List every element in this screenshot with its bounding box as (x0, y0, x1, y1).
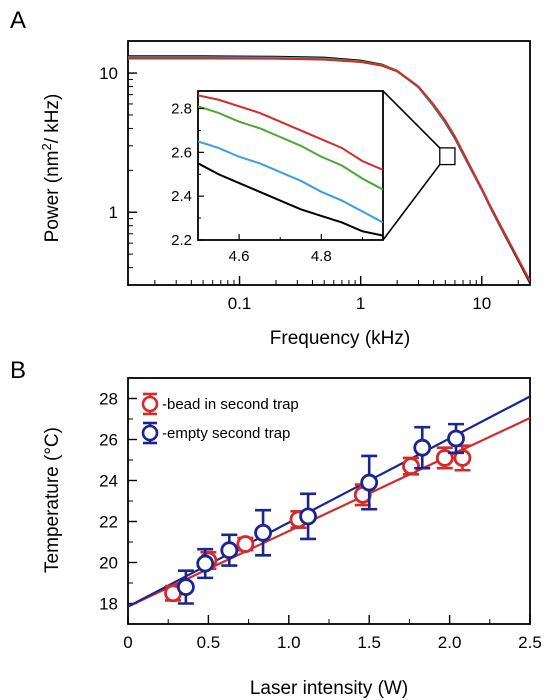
panel-b-x-axis-label: Laser intensity (W) (250, 678, 408, 699)
zoom-connector-top (382, 90, 441, 149)
panel-b-point-series-1 (447, 422, 465, 455)
inset-series-group (198, 94, 383, 237)
panel-a-plot-frame (127, 40, 531, 286)
panel-a-x-axis-label: Frequency (kHz) (270, 328, 410, 349)
data-point (176, 578, 195, 596)
panel-b-y-tick-label: 24 (99, 472, 118, 491)
panel-a-inset: 2.2 2.4 2.6 2.8 4.6 4.8 (171, 90, 456, 265)
panel-b-point-series-1 (220, 533, 239, 567)
panel-b-x-tick-label: 0 (123, 633, 132, 652)
inset-y-tick-label: 2.6 (171, 144, 192, 161)
inset-x-tick-label: 4.6 (229, 248, 250, 265)
inset-x-tick-label: 4.8 (311, 248, 332, 265)
panel-b-y-tick-label: 22 (99, 513, 118, 532)
data-point (447, 429, 465, 448)
panel-b-y-tick-label: 20 (99, 554, 118, 573)
inset-series-line-3 (198, 162, 383, 237)
data-point (236, 535, 255, 553)
panel-b-y-tick-label: 18 (99, 595, 118, 614)
inset-y-tick-label: 2.4 (171, 188, 192, 205)
panel-a-x-tick-label: 1 (356, 294, 365, 313)
inset-frame (197, 90, 384, 241)
panel-b-x-tick-label: 1.5 (357, 633, 381, 652)
legend-marker (141, 395, 159, 413)
panel-b-x-tick-label: 1.0 (277, 633, 301, 652)
zoom-connector-bottom (382, 164, 441, 241)
panel-b-point-series-0 (236, 535, 255, 553)
panel-a-letter: A (10, 7, 26, 34)
panel-b-y-axis-label: Temperature (°C) (42, 427, 63, 573)
panel-b-point-series-1 (254, 508, 272, 557)
legend-label: -empty second trap (162, 425, 290, 442)
data-point (220, 541, 239, 560)
inset-y-tick-label: 2.8 (171, 101, 192, 118)
panel-a-y-tick-label: 10 (99, 64, 118, 83)
inset-series-line-0 (198, 94, 383, 171)
panel-b-point-series-0 (402, 456, 420, 476)
panel-b-legend: -bead in second trap -empty second trap (141, 392, 299, 445)
panel-a-series-line-3 (128, 57, 530, 282)
panel-a-series-group (128, 55, 530, 284)
panel-b-x-tick-label: 0.5 (197, 633, 221, 652)
panel-b-point-series-1 (176, 569, 195, 605)
panel-b-y-tick-label: 28 (99, 390, 118, 409)
data-point (413, 438, 432, 457)
panel-a-y-tick-label: 1 (109, 203, 118, 222)
panel-a: A 0.1 1 10 1 10 Frequency (kHz) Power (nm2/ … (10, 7, 531, 349)
panel-a-x-tick-label: 0.1 (228, 294, 252, 313)
panel-b: B 0 0.5 1.0 1.5 2.0 2.5 18 20 22 24 26 28 -bead in … (10, 357, 542, 699)
zoom-region-box (439, 147, 456, 166)
panel-b-x-tick-label: 2.0 (438, 633, 462, 652)
data-point (453, 449, 472, 467)
panel-a-x-tick-label: 10 (472, 294, 491, 313)
panel-b-letter: B (10, 357, 26, 384)
panel-b-fit-line-1 (128, 395, 530, 608)
panel-a-ticks: 0.1 1 10 1 10 (99, 64, 519, 313)
legend-marker (141, 424, 159, 442)
panel-b-point-series-1 (299, 492, 317, 541)
panel-b-y-tick-label: 26 (99, 431, 118, 450)
legend-label: -bead in second trap (162, 396, 299, 413)
data-point (402, 457, 420, 476)
data-point (254, 523, 272, 542)
panel-b-point-series-1 (196, 547, 215, 580)
panel-b-point-series-1 (360, 454, 379, 511)
panel-a-y-axis-label: Power (nm2/ kHz) (39, 94, 64, 243)
inset-series-line-1 (198, 105, 383, 191)
inset-y-tick-label: 2.2 (171, 232, 192, 249)
inset-series-line-2 (198, 140, 383, 224)
data-point (299, 507, 317, 526)
data-point (360, 473, 379, 492)
panel-b-point-series-1 (413, 425, 432, 470)
panel-b-ticks: 0 0.5 1.0 1.5 2.0 2.5 18 20 22 24 26 28 (99, 390, 542, 653)
data-point (435, 449, 454, 467)
panel-b-point-series-0 (435, 446, 454, 470)
panel-b-x-tick-label: 2.5 (518, 633, 542, 652)
data-point (196, 554, 215, 573)
panel-b-points (164, 422, 472, 605)
